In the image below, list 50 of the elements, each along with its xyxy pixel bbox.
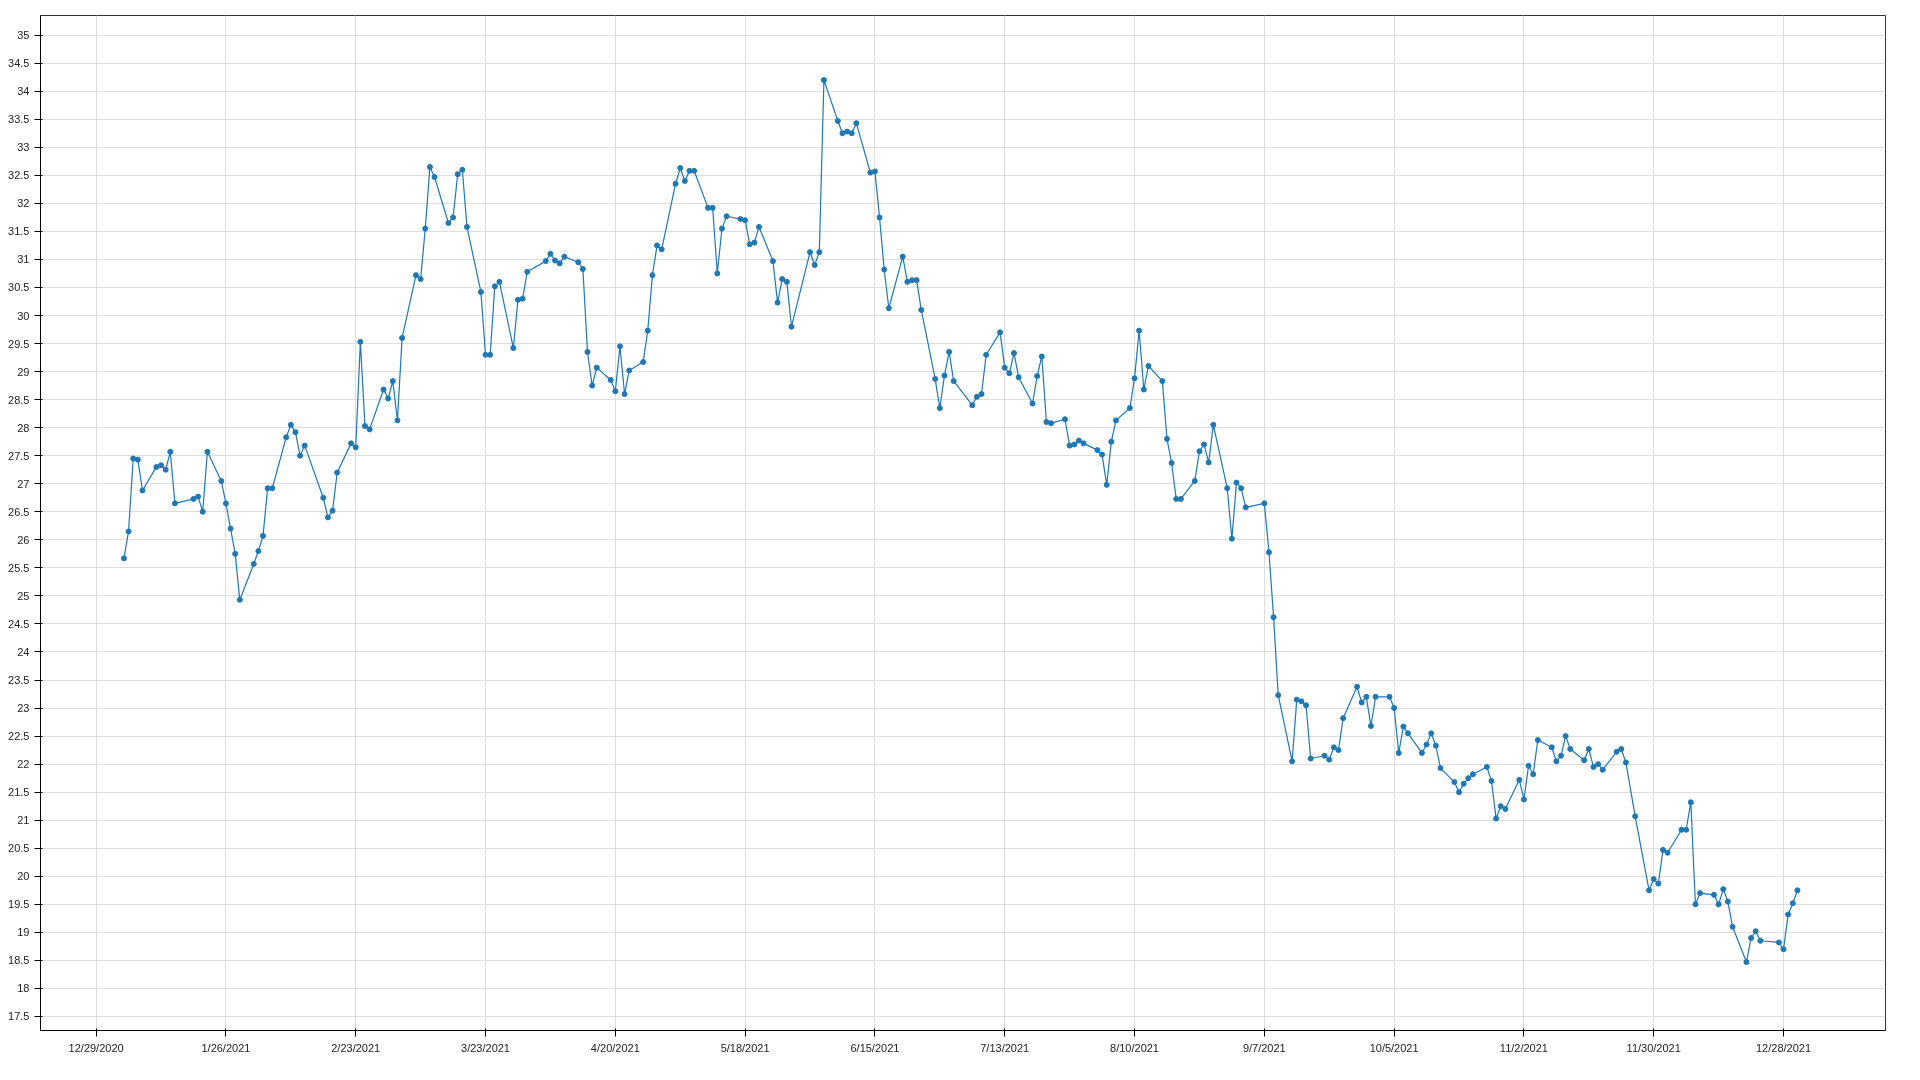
y-tick-label: 34	[17, 85, 30, 98]
x-tick-label: 8/10/2021	[1110, 1041, 1159, 1054]
y-tick-label: 23	[17, 702, 30, 715]
y-tick-label: 21	[17, 814, 30, 827]
y-tick-label: 29	[17, 365, 30, 378]
y-tick-label: 26	[17, 533, 30, 546]
y-tick-label: 33	[17, 141, 30, 154]
y-tick-label: 32.5	[8, 169, 30, 182]
x-tick-label: 7/13/2021	[980, 1041, 1030, 1054]
x-tick-label: 10/5/2021	[1369, 1041, 1419, 1054]
y-tick-label: 24	[17, 645, 30, 658]
y-tick-label: 18	[17, 982, 30, 995]
x-tick-label: 2/23/2021	[331, 1041, 381, 1054]
y-tick-label: 22	[17, 758, 30, 771]
y-tick-label: 32	[17, 197, 30, 210]
x-tick-label: 4/20/2021	[590, 1041, 640, 1054]
y-tick-label: 28	[17, 421, 30, 434]
y-tick-label: 25	[17, 589, 30, 602]
y-tick-label: 27.5	[8, 449, 30, 462]
y-tick-label: 18.5	[8, 954, 30, 967]
x-tick-label: 6/15/2021	[850, 1041, 900, 1054]
y-tick-label: 21.5	[8, 786, 30, 799]
x-tick-label: 12/29/2020	[68, 1041, 124, 1054]
y-tick-label: 20	[17, 870, 30, 883]
x-tick-label: 1/26/2021	[201, 1041, 251, 1054]
y-tick-label: 19.5	[8, 898, 30, 911]
y-tick-label: 30.5	[8, 281, 30, 294]
x-tick-label: 11/2/2021	[1499, 1041, 1548, 1054]
y-tick-label: 29.5	[8, 337, 30, 350]
y-tick-label: 26.5	[8, 505, 30, 518]
y-tick-label: 27	[17, 477, 30, 490]
y-tick-label: 19	[17, 926, 30, 939]
y-tick-label: 24.5	[8, 617, 30, 630]
y-tick-label: 33.5	[8, 113, 30, 126]
y-tick-label: 17.5	[8, 1010, 30, 1023]
x-tick-label: 3/23/2021	[461, 1041, 510, 1054]
y-tick-label: 23.5	[8, 674, 30, 687]
y-tick-label: 31	[17, 253, 30, 266]
y-tick-label: 35	[17, 29, 30, 42]
x-tick-label: 11/30/2021	[1626, 1041, 1681, 1054]
y-tick-label: 30	[17, 309, 30, 322]
y-tick-label: 34.5	[8, 57, 30, 70]
y-tick-label: 28.5	[8, 393, 30, 406]
y-tick-label: 31.5	[8, 225, 30, 238]
x-tick-label: 5/18/2021	[720, 1041, 770, 1054]
y-tick-label: 22.5	[8, 730, 30, 743]
y-tick-label: 25.5	[8, 561, 30, 574]
x-tick-label: 12/28/2021	[1755, 1041, 1812, 1054]
y-tick-label: 20.5	[8, 842, 30, 855]
x-tick-label: 9/7/2021	[1242, 1041, 1286, 1054]
